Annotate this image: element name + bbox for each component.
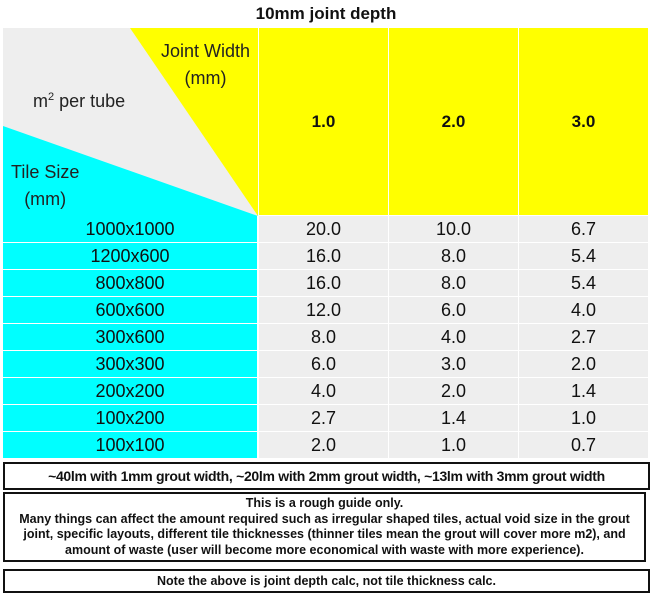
coverage-cell: 2.7	[259, 405, 388, 431]
tile-size-cell: 1000x1000	[3, 216, 257, 242]
header-corner-cell: Joint Width (mm) m2 per tube Tile Size (…	[3, 28, 258, 216]
coverage-cell: 2.0	[519, 351, 648, 377]
coverage-cell: 5.4	[519, 243, 648, 269]
joint-width-line2: (mm)	[184, 68, 227, 88]
tile-size-cell: 800x800	[3, 270, 257, 296]
coverage-cell: 6.7	[519, 216, 648, 242]
tile-size-line2: (mm)	[24, 189, 67, 209]
joint-width-label: Joint Width (mm)	[153, 38, 258, 92]
coverage-cell: 16.0	[259, 243, 388, 269]
column-header-3mm: 3.0	[519, 28, 648, 215]
coverage-cell: 1.0	[519, 405, 648, 431]
coverage-cell: 4.0	[259, 378, 388, 404]
coverage-cell: 8.0	[259, 324, 388, 350]
tile-size-cell: 300x300	[3, 351, 257, 377]
coverage-cell: 8.0	[389, 243, 518, 269]
joint-width-line1: Joint Width	[160, 41, 251, 61]
coverage-cell: 8.0	[389, 270, 518, 296]
column-header-1mm: 1.0	[259, 28, 388, 215]
coverage-cell: 6.0	[259, 351, 388, 377]
page-title: 10mm joint depth	[255, 4, 397, 23]
tile-size-cell: 300x600	[3, 324, 257, 350]
coverage-cell: 16.0	[259, 270, 388, 296]
coverage-cell: 2.0	[389, 378, 518, 404]
coverage-cell: 6.0	[389, 297, 518, 323]
coverage-cell: 20.0	[259, 216, 388, 242]
tile-size-line1: Tile Size	[11, 162, 80, 182]
coverage-cell: 1.4	[519, 378, 648, 404]
coverage-cell: 0.7	[519, 432, 648, 458]
coverage-cell: 2.0	[259, 432, 388, 458]
coverage-cell: 4.0	[519, 297, 648, 323]
tile-size-cell: 100x100	[3, 432, 257, 458]
linear-meters-note: ~40lm with 1mm grout width, ~20lm with 2…	[3, 462, 650, 490]
coverage-cell: 10.0	[389, 216, 518, 242]
tile-size-label: Tile Size (mm)	[11, 159, 79, 213]
coverage-cell: 5.4	[519, 270, 648, 296]
coverage-cell: 12.0	[259, 297, 388, 323]
coverage-cell: 1.4	[389, 405, 518, 431]
coverage-cell: 2.7	[519, 324, 648, 350]
tile-size-cell: 1200x600	[3, 243, 257, 269]
rough-guide-body: Many things can affect the amount requir…	[19, 511, 630, 557]
coverage-cell: 1.0	[389, 432, 518, 458]
tile-size-cell: 200x200	[3, 378, 257, 404]
rough-guide-heading: This is a rough guide only.	[245, 496, 404, 510]
coverage-cell: 4.0	[389, 324, 518, 350]
m2-superscript: 2	[48, 91, 55, 103]
tile-size-cell: 600x600	[3, 297, 257, 323]
column-header-2mm: 2.0	[389, 28, 518, 215]
rough-guide-note: This is a rough guide only. Many things …	[3, 492, 646, 562]
m2-base: m	[33, 91, 48, 111]
m2-per-tube-label: m2 per tube	[33, 84, 125, 115]
m2-rest: per tube	[54, 91, 126, 111]
tile-size-cell: 100x200	[3, 405, 257, 431]
coverage-cell: 3.0	[389, 351, 518, 377]
joint-depth-note: Note the above is joint depth calc, not …	[3, 569, 650, 593]
